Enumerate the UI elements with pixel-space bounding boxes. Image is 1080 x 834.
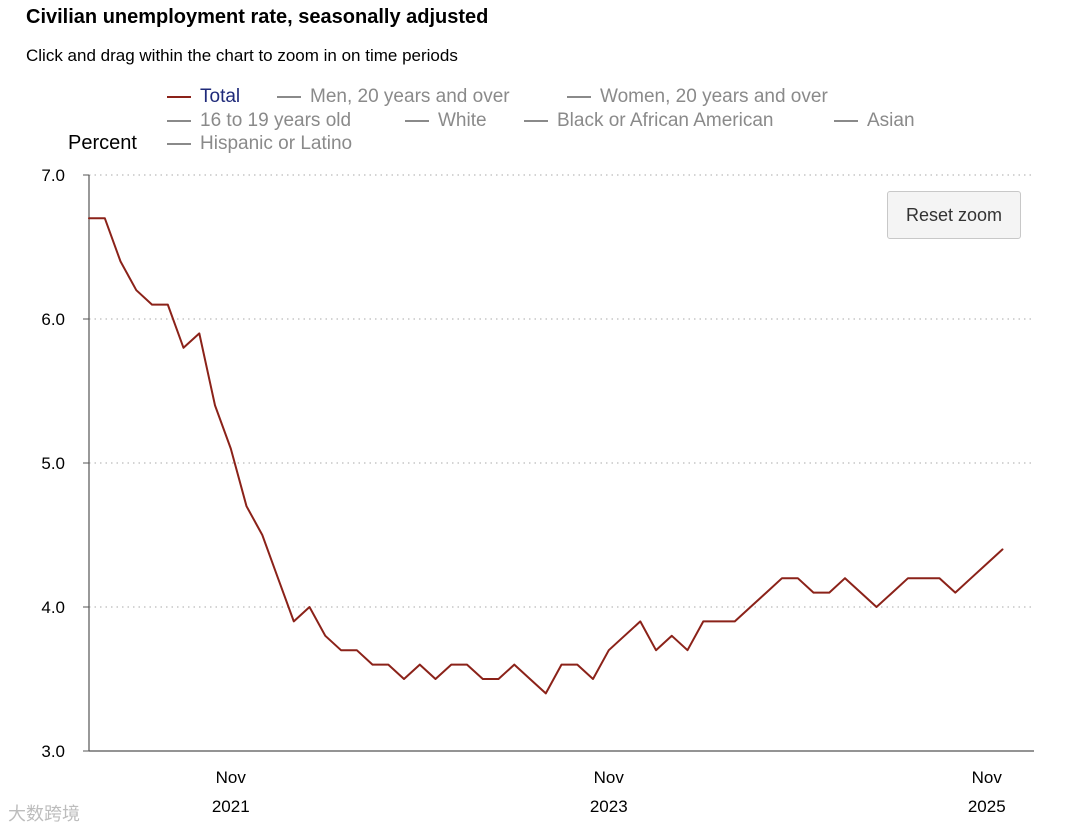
legend-line-icon xyxy=(834,120,858,122)
y-tick-label: 4.0 xyxy=(41,598,65,617)
legend-label: Women, 20 years and over xyxy=(600,86,828,107)
legend-line-icon xyxy=(167,96,191,98)
y-tick-label: 7.0 xyxy=(41,166,65,185)
legend-line-icon xyxy=(167,120,191,122)
legend-item-hispanic[interactable]: Hispanic or Latino xyxy=(167,133,352,155)
legend-label: Men, 20 years and over xyxy=(310,86,510,107)
x-tick-month-label: Nov xyxy=(972,768,1003,787)
legend-label: Hispanic or Latino xyxy=(200,133,353,154)
y-tick-label: 6.0 xyxy=(41,310,65,329)
y-tick-label: 3.0 xyxy=(41,742,65,761)
x-tick-year-label: 2021 xyxy=(212,797,250,816)
y-axis-title: Percent xyxy=(68,132,137,154)
legend-line-icon xyxy=(167,143,191,145)
y-tick-label: 5.0 xyxy=(41,454,65,473)
x-tick-month-label: Nov xyxy=(216,768,247,787)
legend-item-16-19[interactable]: 16 to 19 years old xyxy=(167,110,351,132)
chart-title: Civilian unemployment rate, seasonally a… xyxy=(26,6,489,28)
watermark: 大数跨境 xyxy=(8,804,80,824)
legend-line-icon xyxy=(524,120,548,122)
legend-item-white[interactable]: White xyxy=(405,110,487,132)
series-line-total xyxy=(88,217,1004,695)
legend-label: Asian xyxy=(867,110,915,131)
legend-label: Total xyxy=(200,86,241,107)
legend-item-men[interactable]: Men, 20 years and over xyxy=(277,86,510,108)
legend-item-asian[interactable]: Asian xyxy=(834,110,915,132)
legend-label: 16 to 19 years old xyxy=(200,110,352,131)
legend-label: White xyxy=(438,110,487,131)
legend-line-icon xyxy=(405,120,429,122)
x-tick-year-label: 2025 xyxy=(968,797,1006,816)
legend-line-icon xyxy=(277,96,301,98)
reset-zoom-button[interactable]: Reset zoom xyxy=(887,191,1021,239)
legend-label: Black or African American xyxy=(557,110,774,131)
legend-line-icon xyxy=(567,96,591,98)
legend-item-black[interactable]: Black or African American xyxy=(524,110,773,132)
legend-item-women[interactable]: Women, 20 years and over xyxy=(567,86,828,108)
x-tick-year-label: 2023 xyxy=(590,797,628,816)
legend-item-total[interactable]: Total xyxy=(167,86,240,108)
chart-subtitle: Click and drag within the chart to zoom … xyxy=(26,46,458,65)
x-tick-month-label: Nov xyxy=(594,768,625,787)
